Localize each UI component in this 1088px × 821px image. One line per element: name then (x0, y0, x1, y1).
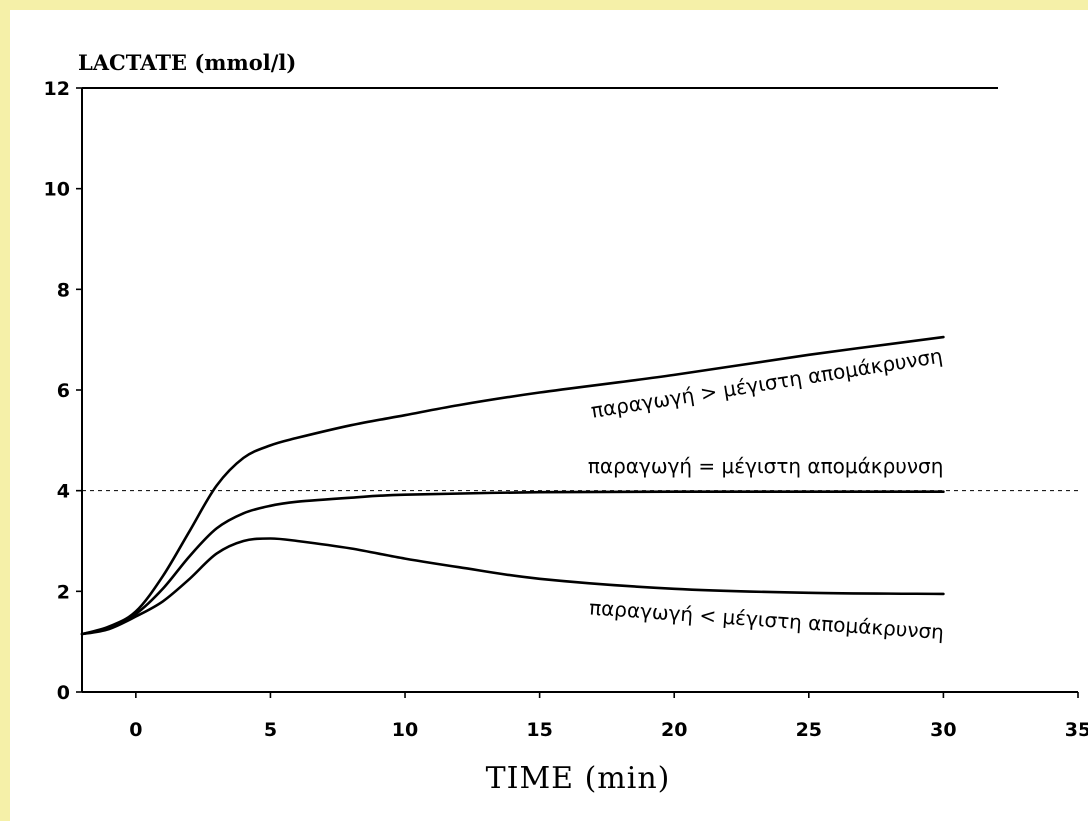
axes: 0 2 4 6 8 10 12 0 5 10 15 20 25 30 35 (44, 78, 1088, 741)
curves-group (80, 335, 945, 636)
curve-production-equal (80, 490, 945, 636)
label-production-greater: παραγωγή > μέγιστη απομάκρυνση (589, 344, 944, 423)
x-tick-label: 30 (930, 719, 956, 741)
x-tick-label: 15 (526, 719, 552, 741)
y-tick-label: 10 (44, 179, 70, 201)
y-tick-label: 4 (57, 481, 70, 503)
y-tick-label: 0 (57, 682, 70, 704)
x-tick-label: 25 (796, 719, 822, 741)
curve-production-greater (80, 335, 945, 636)
y-tick-label: 12 (44, 78, 70, 100)
y-tick-label: 8 (57, 279, 70, 301)
annotations-group: παραγωγή > μέγιστη απομάκρυνση παραγωγή =… (588, 344, 945, 645)
x-tick-label: 5 (264, 719, 277, 741)
x-tick-label: 35 (1065, 719, 1088, 741)
x-axis-label: TIME (min) (486, 761, 671, 796)
label-production-less: παραγωγή < μέγιστη απομάκρυνση (588, 595, 944, 644)
label-production-equal: παραγωγή = μέγιστη απομάκρυνση (588, 454, 944, 478)
x-tick-label: 10 (392, 719, 418, 741)
lactate-chart: LACTATE (mmol/l) TIME (min) 0 2 4 6 8 10 12 0 5 1… (44, 50, 1088, 796)
x-tick-label: 20 (661, 719, 687, 741)
curve-production-less (80, 537, 945, 636)
y-tick-label: 2 (57, 581, 70, 603)
y-tick-label: 6 (57, 380, 70, 402)
x-tick-label: 0 (129, 719, 142, 741)
y-axis-label: LACTATE (mmol/l) (78, 50, 296, 75)
chart-frame: LACTATE (mmol/l) TIME (min) 0 2 4 6 8 10 12 0 5 1… (10, 10, 1088, 821)
